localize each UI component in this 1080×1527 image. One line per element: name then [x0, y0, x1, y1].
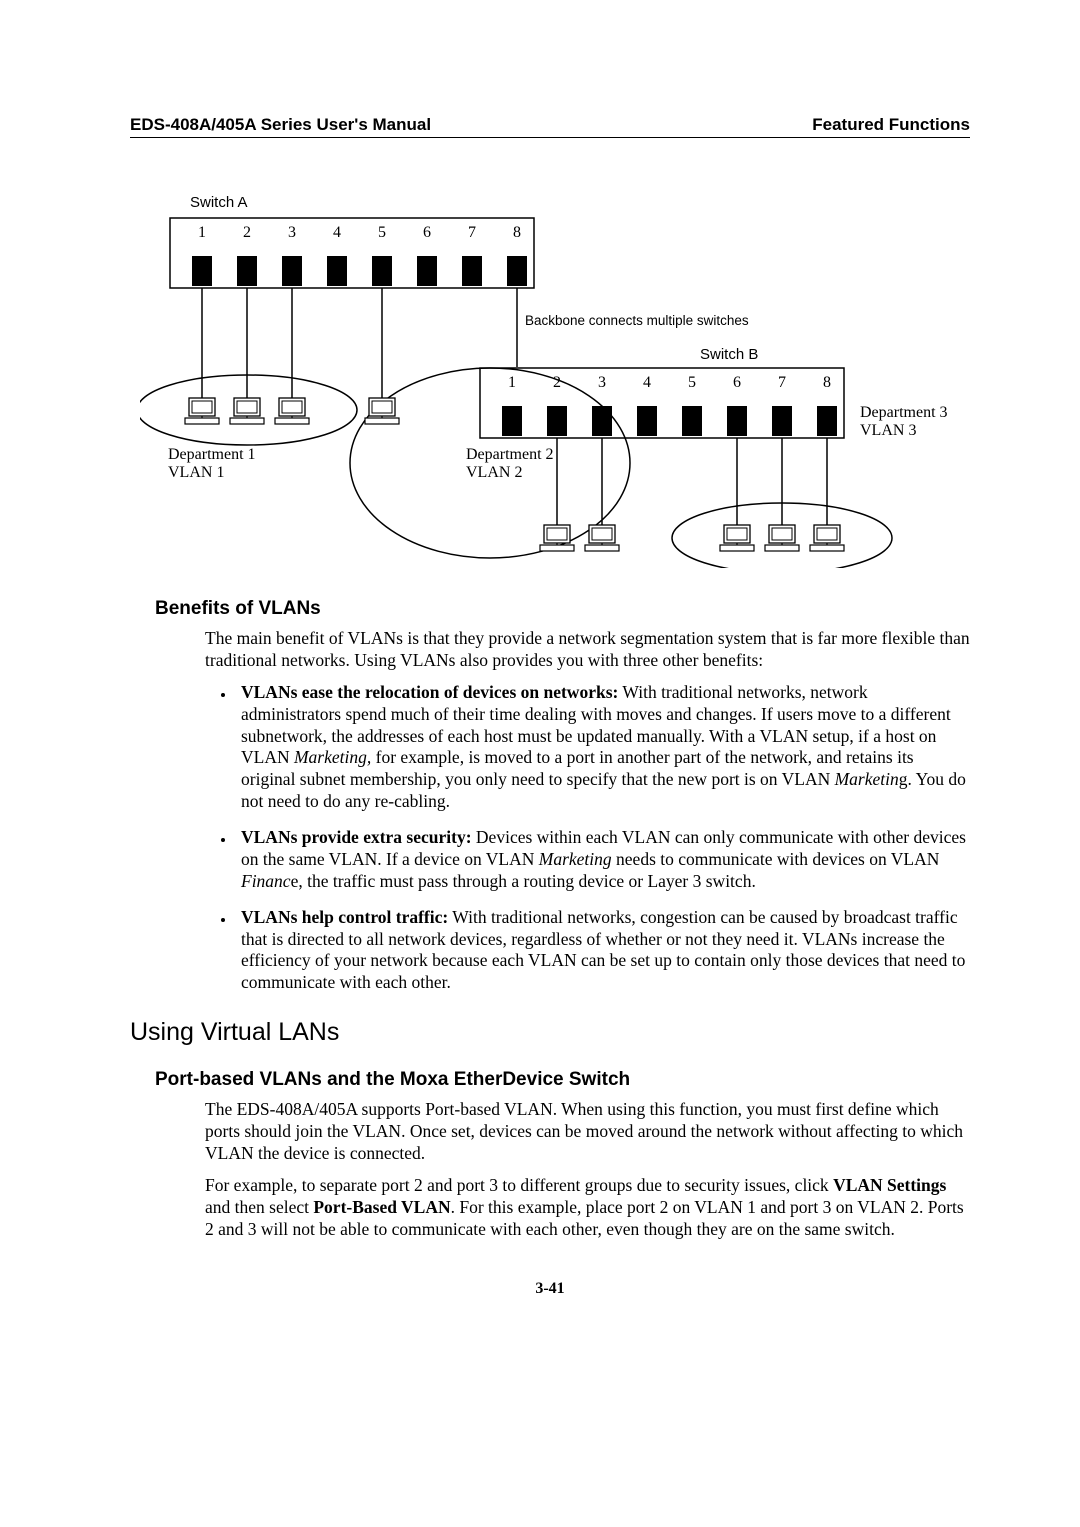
- pb2d: Port-Based VLAN: [313, 1197, 450, 1217]
- bullet-traffic: VLANs help control traffic: With traditi…: [235, 907, 970, 995]
- header-left: EDS-408A/405A Series User's Manual: [130, 115, 431, 135]
- port-number: 8: [507, 224, 527, 242]
- port-number: 3: [282, 224, 302, 242]
- port-number: 2: [547, 374, 567, 392]
- pb2c: and then select: [205, 1197, 313, 1217]
- b1-i2: Marketin: [835, 769, 899, 789]
- pb2a: For example, to separate port 2 and port…: [205, 1175, 833, 1195]
- port-number: 7: [772, 374, 792, 392]
- pb2b: VLAN Settings: [833, 1175, 946, 1195]
- dept3-label: Department 3 VLAN 3: [860, 404, 948, 441]
- benefits-intro: The main benefit of VLANs is that they p…: [205, 628, 970, 672]
- b1-bold: VLANs ease the relocation of devices on …: [241, 682, 618, 702]
- port-number: 6: [417, 224, 437, 242]
- switch-a-label: Switch A: [190, 194, 248, 211]
- b2-i2: Financ: [241, 871, 291, 891]
- portbased-p1: The EDS-408A/405A supports Port-based VL…: [205, 1099, 970, 1165]
- dept2-line1: Department 2: [466, 446, 554, 463]
- dept1-line1: Department 1: [168, 446, 256, 463]
- port-number: 2: [237, 224, 257, 242]
- switch-b-label: Switch B: [700, 346, 758, 363]
- port-number: 3: [592, 374, 612, 392]
- using-vlans-heading: Using Virtual LANs: [130, 1018, 970, 1047]
- port-number: 5: [682, 374, 702, 392]
- benefits-list: VLANs ease the relocation of devices on …: [205, 682, 970, 994]
- vlan-diagram: Switch A Switch B Backbone connects mult…: [140, 188, 960, 568]
- port-number: 1: [502, 374, 522, 392]
- header-right: Featured Functions: [812, 115, 970, 135]
- dept2-line2: VLAN 2: [466, 464, 522, 481]
- portbased-heading: Port-based VLANs and the Moxa EtherDevic…: [155, 1069, 970, 1091]
- port-number: 6: [727, 374, 747, 392]
- bullet-relocation: VLANs ease the relocation of devices on …: [235, 682, 970, 813]
- dept1-line2: VLAN 1: [168, 464, 224, 481]
- port-number: 4: [637, 374, 657, 392]
- dept3-line1: Department 3: [860, 404, 948, 421]
- port-number: 1: [192, 224, 212, 242]
- page-number: 3-41: [130, 1280, 970, 1298]
- dept3-line2: VLAN 3: [860, 422, 916, 439]
- bullet-security: VLANs provide extra security: Devices wi…: [235, 827, 970, 893]
- page: EDS-408A/405A Series User's Manual Featu…: [0, 0, 1080, 1378]
- b1-i1: Marketing,: [294, 747, 371, 767]
- benefits-heading: Benefits of VLANs: [155, 598, 970, 620]
- page-header: EDS-408A/405A Series User's Manual Featu…: [130, 115, 970, 138]
- b2-t2: needs to communicate with devices on VLA…: [612, 849, 940, 869]
- port-number: 7: [462, 224, 482, 242]
- dept1-label: Department 1 VLAN 1: [168, 446, 256, 483]
- b2-t3: e, the traffic must pass through a routi…: [291, 871, 756, 891]
- b2-bold: VLANs provide extra security:: [241, 827, 472, 847]
- dept2-label: Department 2 VLAN 2: [466, 446, 554, 483]
- portbased-p2: For example, to separate port 2 and port…: [205, 1175, 970, 1241]
- port-number: 4: [327, 224, 347, 242]
- backbone-caption: Backbone connects multiple switches: [525, 313, 749, 328]
- b3-bold: VLANs help control traffic:: [241, 907, 448, 927]
- port-number: 5: [372, 224, 392, 242]
- b2-i1: Marketing: [539, 849, 612, 869]
- port-number: 8: [817, 374, 837, 392]
